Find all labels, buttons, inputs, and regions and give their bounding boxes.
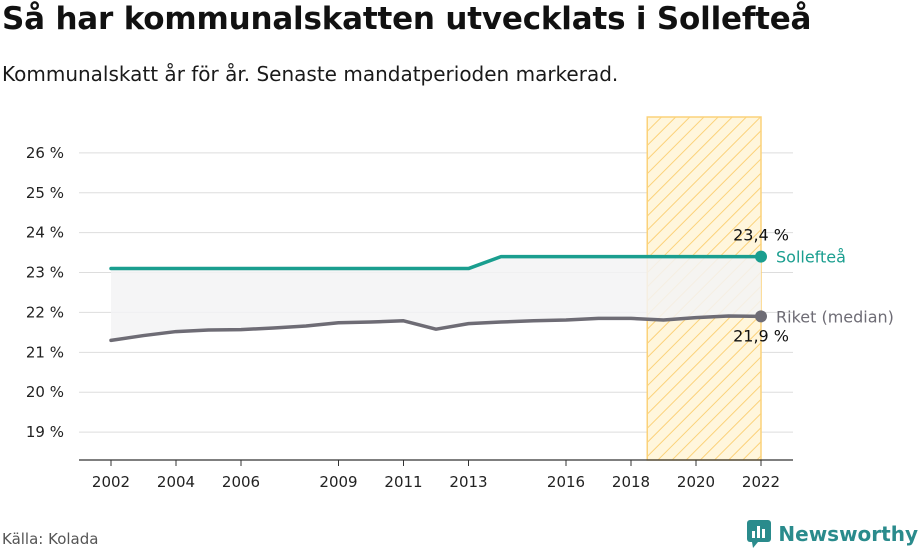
x-tick-label: 2018	[612, 473, 650, 491]
series-line-0	[109, 254, 763, 271]
x-tick-label: 2004	[157, 473, 195, 491]
x-tick-label: 2006	[222, 473, 260, 491]
x-tick-label: 2009	[319, 473, 357, 491]
y-tick-label: 24 %	[26, 224, 64, 242]
x-tick-label: 2016	[547, 473, 585, 491]
gap-fill-area	[111, 256, 761, 341]
x-tick-label: 2022	[742, 473, 780, 491]
series-line-1	[109, 314, 763, 343]
chart-subtitle: Kommunalskatt år för år. Senaste mandatp…	[2, 62, 619, 86]
series-value-label-1: 21,9 %	[733, 326, 789, 345]
series-name-label-0: Sollefteå	[776, 248, 846, 267]
series-end-marker-0	[755, 250, 767, 263]
chart-title: Så har kommunalskatten utvecklats i Soll…	[2, 1, 812, 37]
x-tick-label: 2002	[92, 473, 130, 491]
series-end-marker-1	[755, 310, 767, 323]
newsworthy-logo-icon	[747, 520, 772, 548]
series-lines	[109, 250, 767, 343]
y-tick-label: 20 %	[26, 383, 64, 401]
x-tick-label: 2013	[449, 473, 487, 491]
series-value-label-0: 23,4 %	[733, 226, 789, 245]
brand-name: Newsworthy	[778, 522, 918, 546]
y-tick-label: 22 %	[26, 303, 64, 321]
y-tick-label: 19 %	[26, 423, 64, 441]
source-note: Källa: Kolada	[2, 530, 99, 548]
data-labels: Sollefteå 23,4 % Riket (median)21,9 %	[733, 226, 894, 346]
axes: 19 % 20 % 21 % 22 % 23 % 24 % 25 % 26 % 2002 2004…	[26, 144, 793, 491]
x-tick-label: 2011	[384, 473, 422, 491]
y-tick-label: 21 %	[26, 343, 64, 361]
series-name-label-1: Riket (median)	[776, 307, 894, 326]
y-tick-label: 23 %	[26, 264, 64, 282]
y-tick-label: 26 %	[26, 144, 64, 162]
brand-logo: Newsworthy	[746, 519, 918, 549]
x-tick-label: 2020	[677, 473, 715, 491]
y-tick-label: 25 %	[26, 184, 64, 202]
gap-area	[111, 256, 761, 341]
